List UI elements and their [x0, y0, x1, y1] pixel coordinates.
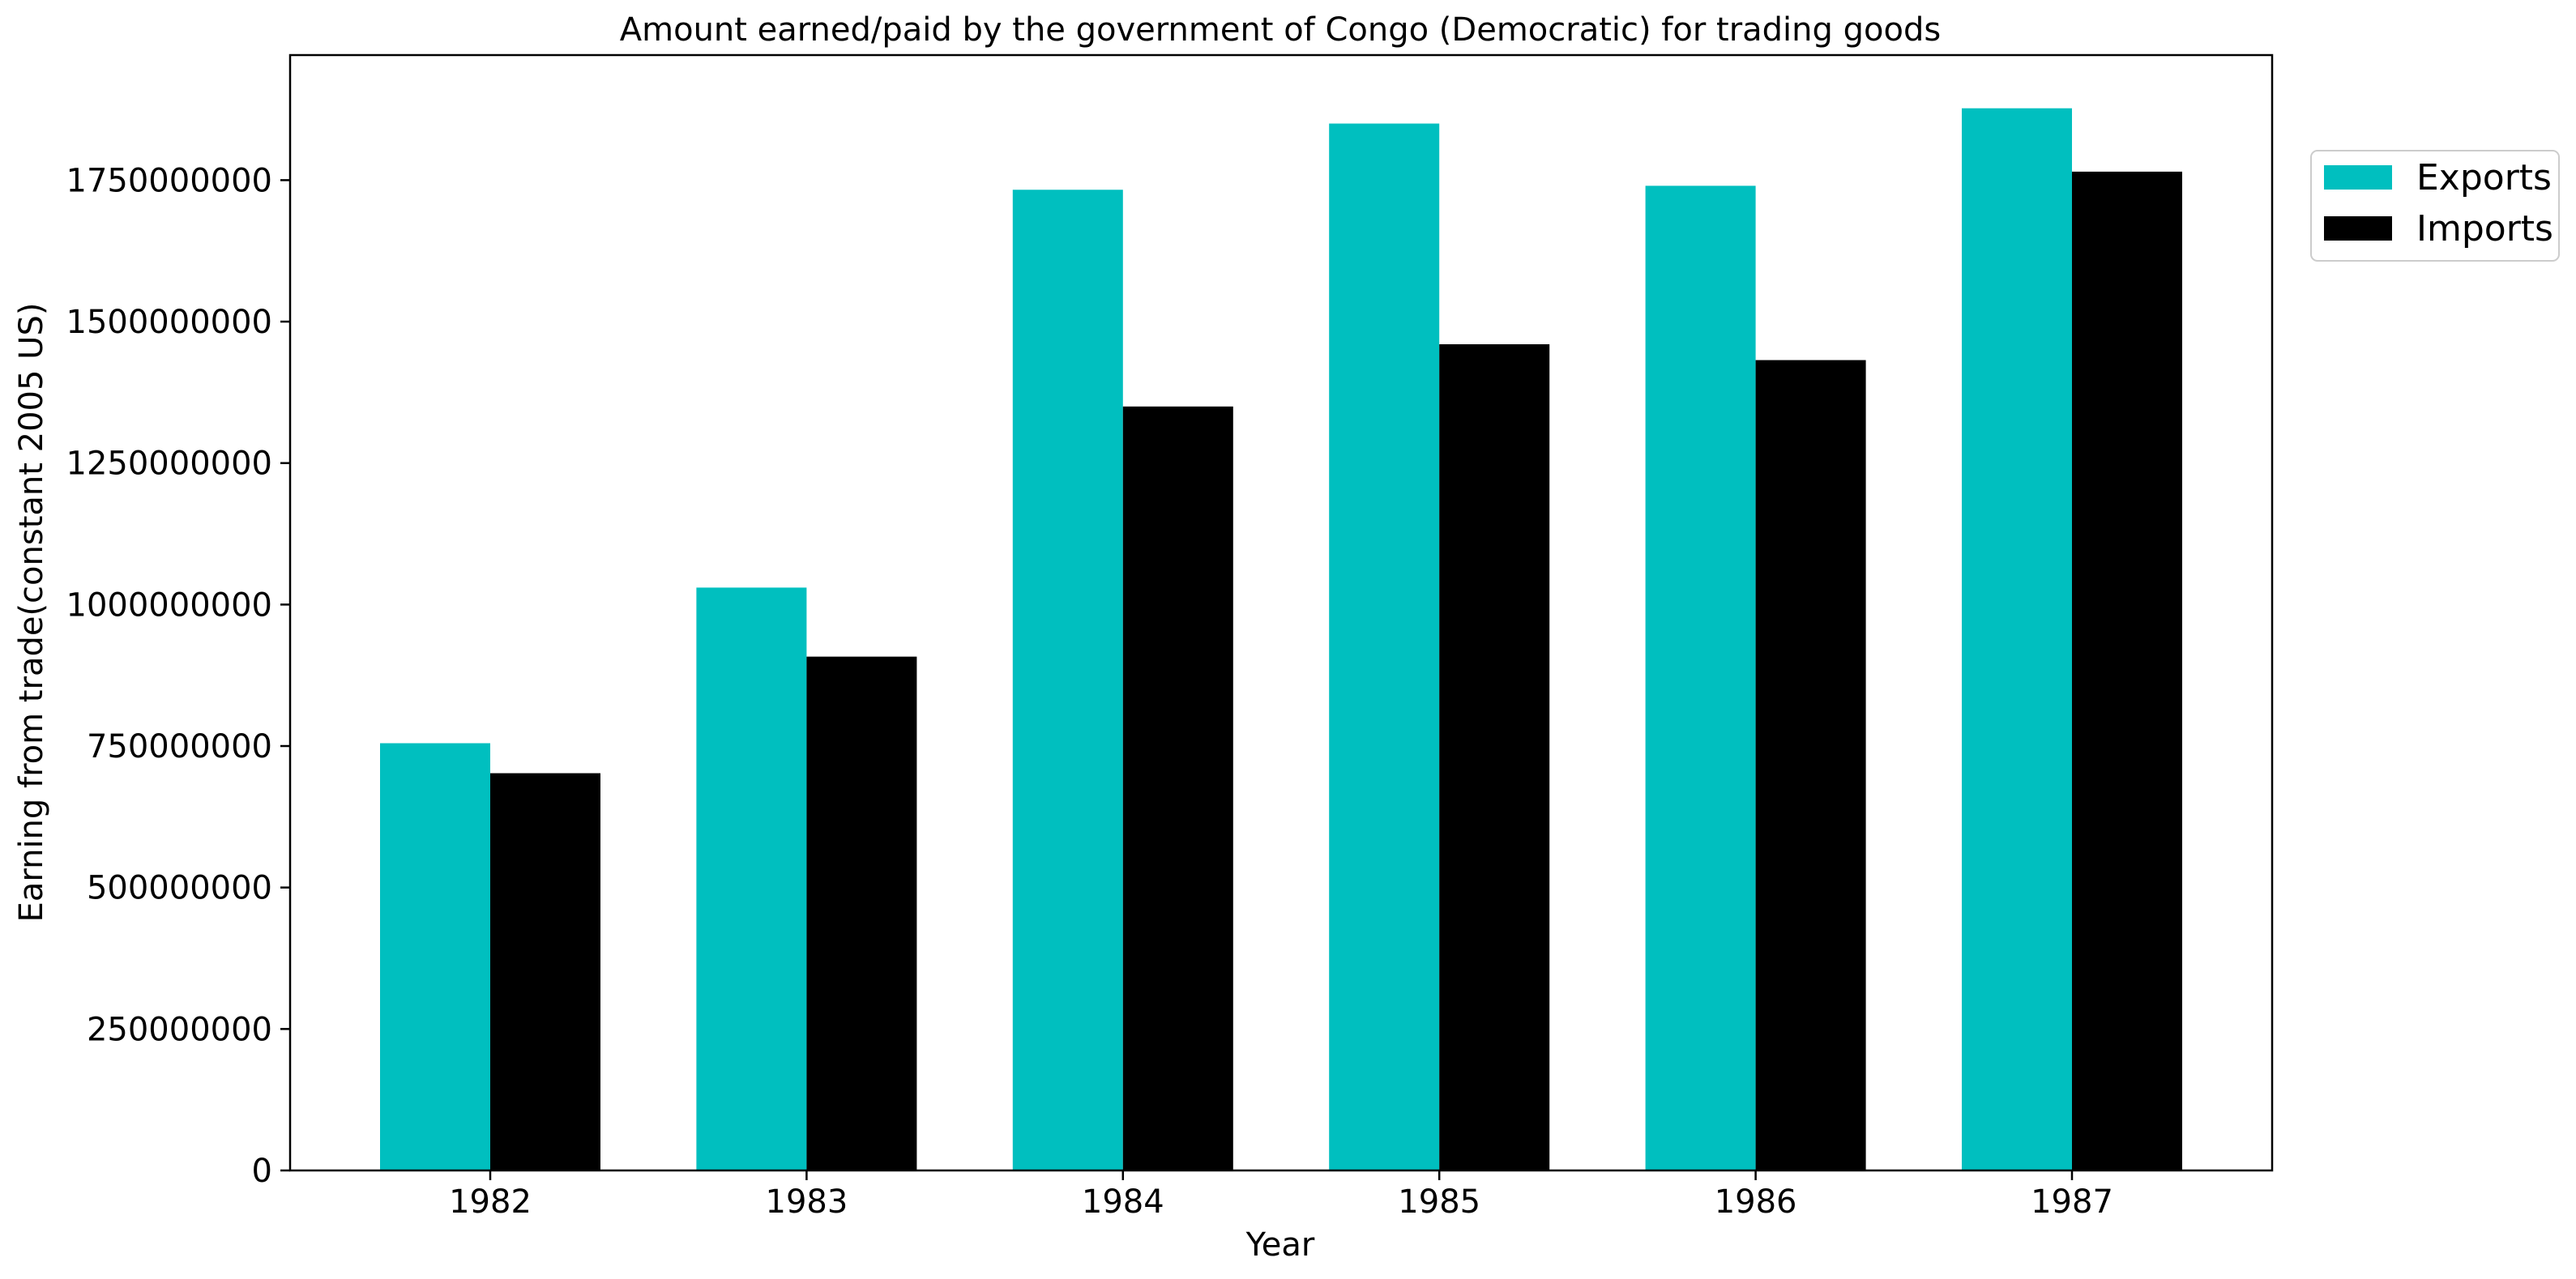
y-tick-label-1250000000: 1250000000: [66, 446, 273, 483]
bar-exports-1983: [696, 587, 807, 1170]
y-tick-label-250000000: 250000000: [87, 1011, 272, 1048]
bar-imports-1982: [490, 773, 600, 1170]
bar-exports-1986: [1645, 185, 1756, 1171]
bars-group: [380, 108, 2182, 1171]
bar-imports-1986: [1755, 360, 1866, 1170]
x-tick-label-1985: 1985: [1398, 1183, 1480, 1221]
y-tick-label-500000000: 500000000: [87, 870, 272, 907]
bar-exports-1982: [380, 743, 490, 1170]
legend-swatch-imports: [2324, 216, 2392, 241]
y-tick-label-0: 0: [252, 1153, 272, 1190]
y-axis-label: Earning from trade(constant 2005 US): [13, 303, 50, 923]
y-tick-label-1500000000: 1500000000: [66, 304, 273, 341]
plot-area-frame: [288, 53, 2274, 1172]
bar-exports-1984: [1012, 190, 1123, 1171]
bar-imports-1984: [1122, 406, 1233, 1170]
bar-imports-1983: [806, 656, 917, 1170]
legend-label-imports: Imports: [2416, 208, 2553, 249]
x-tick-label-1987: 1987: [2031, 1183, 2113, 1221]
x-tick-label-1986: 1986: [1715, 1183, 1797, 1221]
y-tick-label-750000000: 750000000: [87, 728, 272, 765]
chart-title: Amount earned/paid by the government of …: [620, 11, 1941, 49]
x-axis: 1982 1983 1984 1985 1986 1987: [449, 1170, 2113, 1221]
bar-exports-1985: [1329, 123, 1440, 1171]
y-tick-label-1750000000: 1750000000: [66, 162, 273, 199]
y-tick-label-1000000000: 1000000000: [66, 586, 273, 624]
x-tick-label-1982: 1982: [449, 1183, 532, 1221]
bar-exports-1987: [1962, 108, 2072, 1170]
x-axis-label: Year: [1245, 1226, 1315, 1264]
bar-imports-1985: [1439, 344, 1550, 1170]
bar-imports-1987: [2072, 171, 2182, 1170]
legend-label-exports: Exports: [2416, 157, 2552, 198]
legend-swatch-exports: [2324, 165, 2392, 190]
y-axis: 0 250000000 500000000 750000000 1000000000 12…: [66, 162, 290, 1190]
x-tick-label-1984: 1984: [1082, 1183, 1164, 1221]
legend: Exports Imports: [2310, 150, 2560, 262]
x-tick-label-1983: 1983: [766, 1183, 848, 1221]
